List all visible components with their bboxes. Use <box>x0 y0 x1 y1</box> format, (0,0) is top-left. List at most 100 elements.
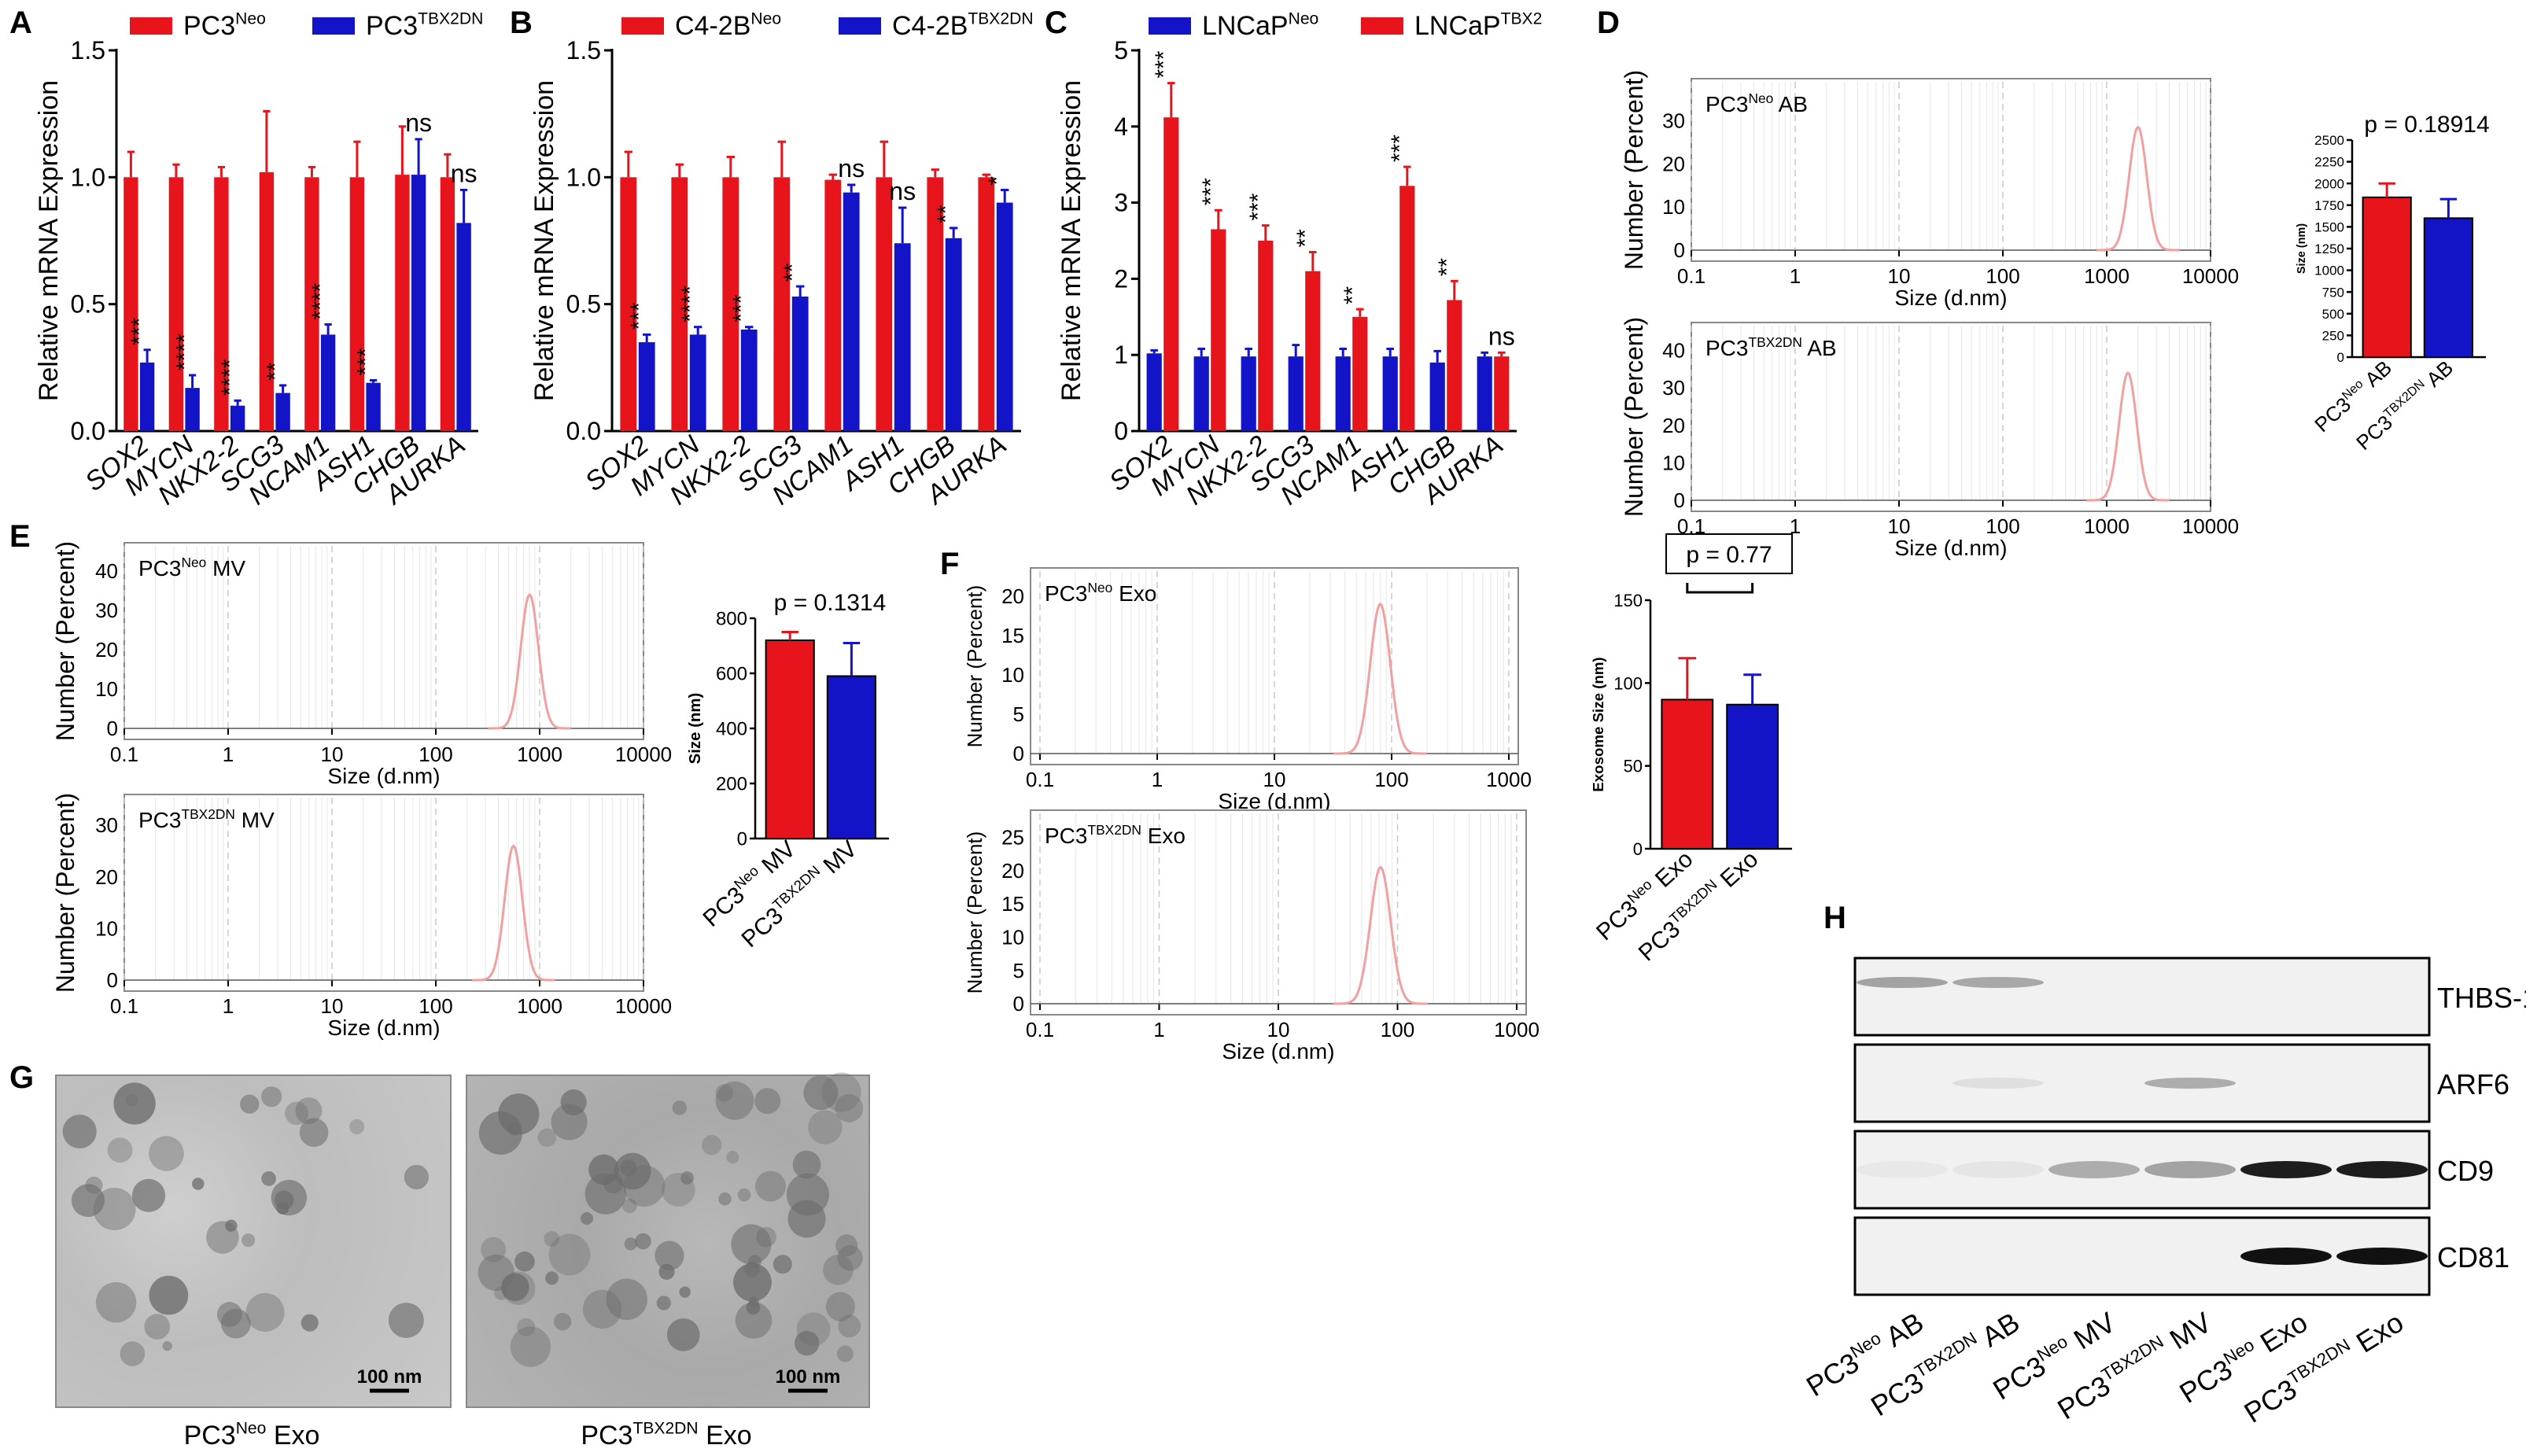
panel-letter-c: C <box>1045 6 1068 40</box>
y-tick-label: 250 <box>2322 329 2344 344</box>
exosome-particle <box>285 1101 308 1126</box>
label-suffix: Exo <box>1112 581 1156 606</box>
y-tick-label: 0 <box>1674 488 1685 512</box>
significance-label: ns <box>889 177 916 205</box>
y-tick-label: 20 <box>95 638 118 662</box>
blot-frame <box>1853 957 2431 1037</box>
bar-scg3-tbx2 <box>1305 271 1321 431</box>
y-tick-label: 10 <box>95 677 118 701</box>
legend-entry: LNCaPNeo <box>1202 9 1318 41</box>
exosome-particle <box>835 1234 858 1257</box>
x-tick-label: 1000 <box>2084 514 2130 538</box>
bar-ncam1-neo <box>824 179 842 431</box>
exosome-particle <box>679 1286 691 1298</box>
y-tick-label: 100 <box>1613 673 1643 693</box>
bar-sox2-neo <box>124 177 138 432</box>
x-tick-label: 10 <box>1888 514 1911 538</box>
bar-tbx2dn <box>1726 703 1779 850</box>
size-distribution-d1: 0.1 1 10 100 1000 10000 0 10 20 30 PC3Neo AB Size (… <box>1620 70 2239 310</box>
x-tick-label: 0.1 <box>110 743 138 766</box>
x-tick-label: 10 <box>321 994 344 1018</box>
label-superscript: Neo <box>1289 9 1319 28</box>
y-tick-label: 1.0 <box>566 163 601 191</box>
label-base: PC3 <box>183 11 235 41</box>
size-distribution-d2: 0.1 1 10 100 1000 10000 0 10 20 30 40 PC3TBX2DN AB S… <box>1620 317 2239 560</box>
label-superscript: Neo <box>1748 90 1773 106</box>
exosome-particle <box>107 1137 133 1163</box>
y-axis-label: Relative mRNA Expression <box>529 80 559 401</box>
exosome-particle <box>113 1082 156 1125</box>
bar-chgb-neo <box>1429 362 1445 431</box>
label-suffix: Exo <box>1141 824 1186 848</box>
tem-particles: 100 nm <box>478 1072 864 1393</box>
exosome-particle <box>544 1231 560 1247</box>
bar-nkx2-2-neo <box>1241 356 1256 431</box>
exosome-particle <box>624 1237 638 1251</box>
legend-entry: LNCaPTBX2 <box>1414 9 1542 41</box>
x-tick-label: PC3TBX2DN Exo <box>1632 844 1764 966</box>
exosome-particle <box>85 1176 103 1194</box>
x-tick-label: 100 <box>1381 1018 1414 1041</box>
x-tick-label: 100 <box>1986 264 2019 288</box>
y-tick-label: 30 <box>95 813 118 837</box>
exosome-particle <box>537 1128 557 1147</box>
significance-label: **** <box>677 286 703 323</box>
size-distribution-e1: 0.1 1 10 100 1000 10000 0 10 20 30 40 PC3Neo MV Size… <box>51 541 672 788</box>
exosome-particle <box>808 1110 843 1145</box>
exosome-particle <box>656 1296 671 1310</box>
label-superscript: Neo <box>235 9 266 28</box>
significance-label: *** <box>728 294 754 322</box>
bar-mycn-neo <box>1193 356 1209 431</box>
y-tick-label: 5 <box>1013 959 1024 982</box>
significance-label: * <box>984 175 1010 185</box>
significance-label: *** <box>1245 193 1271 220</box>
exosome-particle <box>796 1312 831 1347</box>
x-tick-label: 1000 <box>517 994 562 1018</box>
plot-frame <box>1691 322 2211 512</box>
exosome-particle <box>756 1226 776 1248</box>
exosome-particle <box>735 1302 773 1339</box>
label-suffix: AB <box>1802 336 1837 360</box>
sample-label: PC3Neo MV <box>138 555 245 581</box>
y-tick-label: 200 <box>716 774 747 795</box>
bar-scg3-neo <box>259 171 275 431</box>
label-superscript: TBX2DN <box>1087 822 1141 838</box>
bar-aurka-neo <box>440 177 455 432</box>
y-axis-label: Number (Percent) <box>963 585 986 748</box>
blot-frame <box>1853 1216 2431 1296</box>
y-axis-label: Number (Percent) <box>1620 317 1648 517</box>
exosome-particle <box>71 1184 105 1218</box>
y-tick-label: 0.5 <box>71 290 105 319</box>
exosome-particle <box>404 1164 430 1190</box>
bar-mycn-tbx2 <box>1211 229 1226 431</box>
exosome-particle <box>655 1240 684 1270</box>
plot-frame <box>124 542 644 740</box>
blot-row-arf6: ARF6 <box>1853 1043 2509 1123</box>
significance-label: *** <box>1151 50 1177 78</box>
label-base: PC3 <box>1045 581 1087 606</box>
x-tick-label: 10000 <box>615 743 672 766</box>
x-tick-label: 0.1 <box>1677 264 1706 288</box>
size-distribution-trace <box>472 844 555 982</box>
blot-band <box>1953 1161 2044 1178</box>
y-tick-label: 10 <box>1662 451 1685 474</box>
y-tick-label: 4 <box>1114 112 1128 141</box>
significance-label: ** <box>263 362 289 381</box>
exosome-particle <box>548 1233 591 1276</box>
bar-neo <box>1661 699 1714 850</box>
y-axis-label: Number (Percent) <box>1620 70 1648 270</box>
bar-chgb-neo <box>927 177 944 432</box>
significance-label: **** <box>217 359 243 396</box>
protein-label: THBS-1 <box>2437 982 2526 1014</box>
exosome-particle <box>792 1150 821 1179</box>
significance-label: **** <box>308 282 334 319</box>
exosome-particle <box>737 1188 751 1202</box>
size-distribution-f1: 0.1 1 10 100 1000 0 5 10 15 20 PC3Neo Exo Size (d.n… <box>963 567 1532 813</box>
y-axis-label: Relative mRNA Expression <box>1056 80 1086 401</box>
exosome-particle <box>672 1100 688 1115</box>
bar-mycn-neo <box>671 177 688 432</box>
label-suffix: Exo <box>2248 1306 2313 1363</box>
exosome-particle <box>621 1198 637 1214</box>
y-tick-label: 0 <box>1674 238 1685 262</box>
